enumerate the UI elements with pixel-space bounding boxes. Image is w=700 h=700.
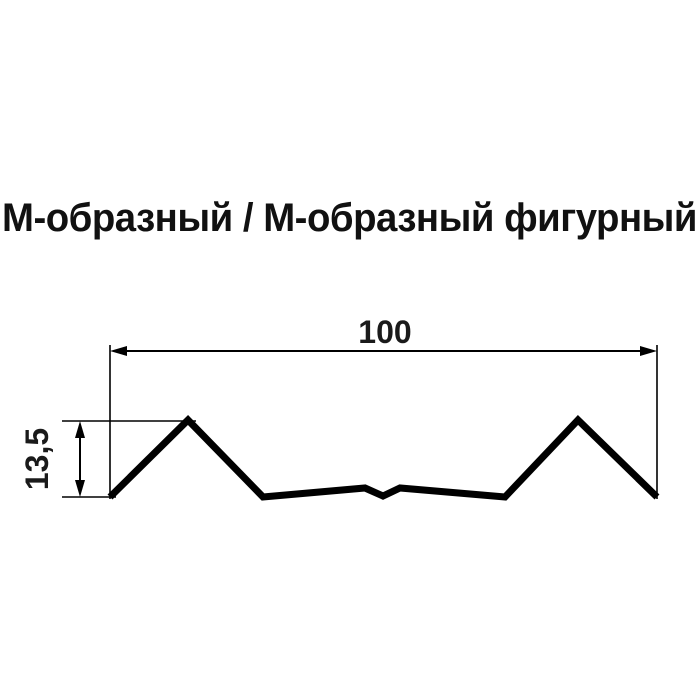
arrow-left-icon (110, 346, 127, 356)
height-dimension-label: 13,5 (19, 428, 55, 490)
arrow-down-icon (75, 480, 85, 497)
width-dimension-label: 100 (358, 314, 411, 350)
page-title: М-образный / М-образный фигурный (2, 196, 697, 240)
profile-cross-section-path (107, 415, 660, 501)
arrow-right-icon (640, 346, 657, 356)
arrow-up-icon (75, 421, 85, 438)
